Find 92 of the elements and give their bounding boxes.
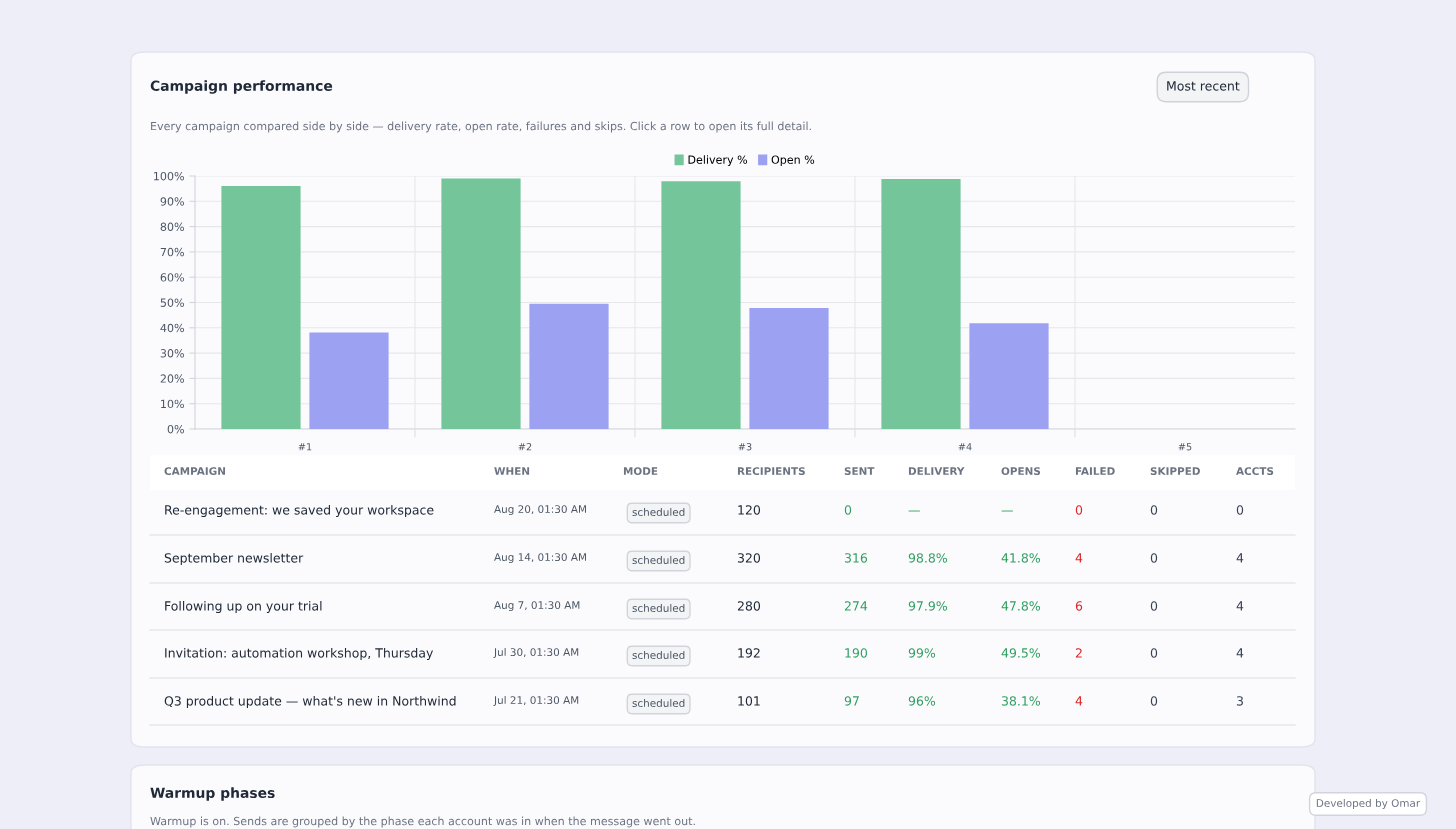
- category-label: SENT: [844, 467, 875, 476]
- text: Aug 7, 01:30 AM: [494, 601, 580, 612]
- text: scheduled: [632, 650, 685, 660]
- chart-title: Campaign performance: [150, 80, 333, 94]
- category-label: WHEN: [494, 467, 530, 475]
- bar: [881, 179, 961, 429]
- y-tick-label: 100%: [154, 171, 184, 181]
- text: Warmup phases: [150, 787, 275, 801]
- y-tick-label: 80%: [160, 222, 184, 231]
- text: 274: [844, 601, 868, 611]
- text: 6: [1075, 601, 1083, 611]
- text: 0: [1150, 648, 1158, 658]
- text: 280: [737, 601, 761, 611]
- text: Warmup is on. Sends are grouped by the phase each account was in when the message went out.: [150, 816, 695, 828]
- text: Aug 20, 01:30 AM: [494, 505, 586, 516]
- x-tick-label: #1: [298, 443, 312, 451]
- text: Q3 product update — what's new in Northwind: [164, 695, 456, 709]
- bar: [221, 186, 301, 429]
- text: 316: [844, 553, 868, 563]
- bar: [749, 308, 829, 429]
- text: 4: [1075, 696, 1083, 706]
- x-tick-label: #2: [518, 443, 532, 451]
- legend-label: Open %: [771, 155, 815, 166]
- text: 4: [1236, 553, 1244, 563]
- y-tick-label: 20%: [160, 374, 184, 383]
- text: Invitation: automation workshop, Thursday: [165, 647, 434, 661]
- chart-subtitle: Every campaign compared side by side — delivery rate, open rate, failures and skips. Click a row to open its full detail.: [151, 121, 811, 133]
- y-tick-label: 10%: [161, 399, 184, 409]
- category-label: CAMPAIGN: [164, 467, 226, 476]
- text: 47.8%: [1001, 601, 1041, 611]
- text: 101: [738, 696, 760, 706]
- text: 98.8%: [908, 553, 948, 563]
- y-tick-label: 50%: [160, 298, 184, 307]
- bar: [969, 323, 1049, 429]
- text: 49.5%: [1001, 648, 1041, 658]
- y-tick-label: 70%: [160, 247, 184, 257]
- text: 96%: [908, 696, 936, 706]
- text: Most recent: [1167, 81, 1240, 91]
- text: 0: [1236, 505, 1244, 515]
- category-label: DELIVERY: [908, 467, 965, 475]
- text: —: [1001, 510, 1013, 512]
- text: 4: [1075, 553, 1083, 563]
- bar: [309, 332, 389, 429]
- text: 97: [844, 696, 859, 706]
- x-tick-label: #3: [738, 443, 752, 451]
- text: Jul 30, 01:30 AM: [493, 647, 579, 658]
- text: 120: [738, 505, 761, 515]
- legend-label: Delivery %: [688, 155, 748, 166]
- text: 0: [1150, 505, 1158, 515]
- text: 2: [1075, 648, 1082, 658]
- category-label: MODE: [623, 467, 658, 476]
- y-tick-label: 40%: [160, 323, 184, 333]
- text: 0: [1075, 505, 1083, 515]
- text: 0: [1150, 553, 1158, 563]
- category-label: FAILED: [1075, 467, 1115, 475]
- text: Aug 14, 01:30 AM: [494, 553, 586, 564]
- y-tick-label: 60%: [160, 273, 184, 282]
- category-label: RECIPIENTS: [737, 467, 805, 476]
- text: Re-engagement: we saved your workspace: [165, 504, 434, 518]
- text: scheduled: [632, 698, 685, 708]
- x-tick-label: #4: [958, 443, 972, 451]
- text: 4: [1236, 648, 1244, 658]
- text: 3: [1236, 696, 1243, 706]
- text: scheduled: [632, 555, 685, 565]
- text: 0: [1150, 696, 1158, 706]
- text: Following up on your trial: [165, 600, 322, 614]
- category-label: SKIPPED: [1150, 467, 1200, 476]
- category-label: ACCTS: [1236, 467, 1274, 476]
- text: —: [908, 510, 920, 512]
- text: 4: [1236, 601, 1244, 611]
- y-tick-label: 30%: [160, 349, 184, 358]
- text: 0: [1150, 601, 1158, 611]
- text: 190: [845, 648, 868, 658]
- text: 320: [737, 553, 761, 563]
- text: 0: [844, 505, 852, 515]
- bar: [661, 181, 741, 429]
- text: September newsletter: [164, 552, 304, 566]
- text: 41.8%: [1001, 553, 1041, 563]
- text: scheduled: [632, 507, 685, 517]
- text: 192: [738, 648, 760, 658]
- text: 97.9%: [908, 601, 948, 611]
- y-tick-label: 90%: [160, 197, 184, 206]
- x-tick-label: #5: [1178, 443, 1192, 451]
- category-label: OPENS: [1001, 467, 1041, 476]
- text: Developed by Omar: [1316, 798, 1421, 810]
- text: 38.1%: [1001, 696, 1041, 706]
- text: 99%: [908, 648, 936, 658]
- bar: [441, 178, 521, 429]
- text: Jul 21, 01:30 AM: [493, 695, 579, 706]
- bar: [529, 303, 609, 429]
- y-tick-label: 0%: [167, 424, 184, 434]
- text: scheduled: [632, 603, 685, 613]
